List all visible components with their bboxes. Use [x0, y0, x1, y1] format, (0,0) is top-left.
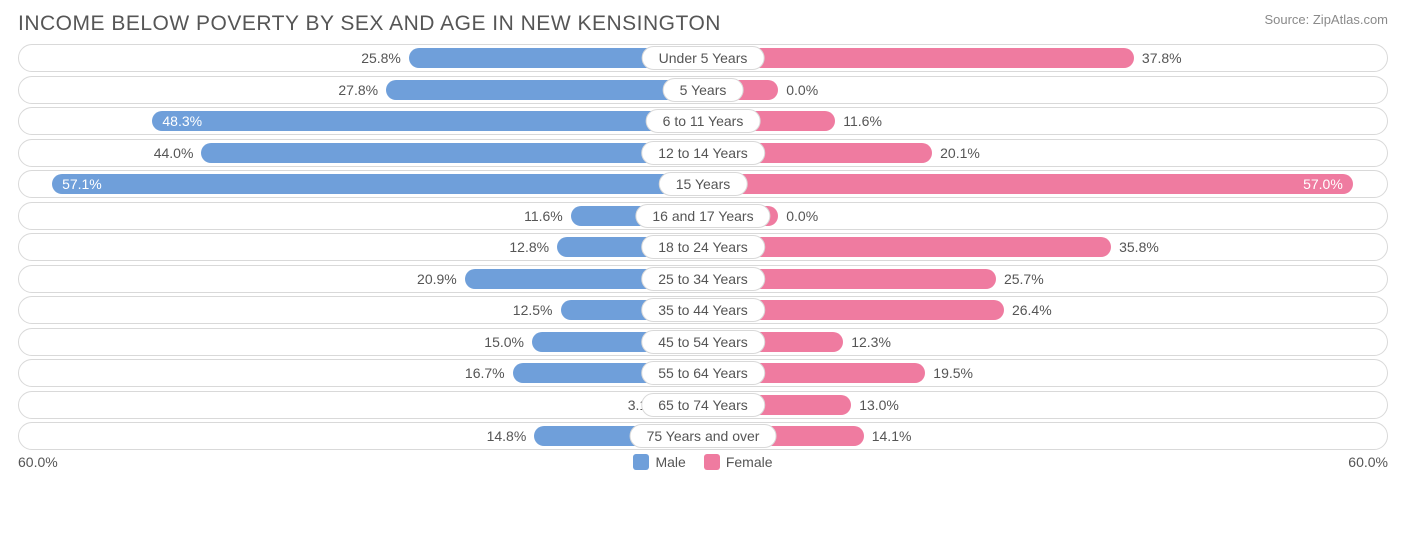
male-value-label: 25.8%	[361, 50, 401, 66]
age-label: 5 Years	[663, 78, 744, 102]
legend-label-male: Male	[655, 454, 685, 470]
female-value-label: 0.0%	[786, 82, 818, 98]
female-value-label: 37.8%	[1142, 50, 1182, 66]
age-label: 25 to 34 Years	[641, 267, 765, 291]
female-value-label: 14.1%	[872, 428, 912, 444]
female-bar: 57.0%	[703, 174, 1353, 194]
male-value-label: 27.8%	[338, 82, 378, 98]
chart-row: 14.8% 14.1% 75 Years and over	[18, 422, 1388, 450]
legend-swatch-male	[633, 454, 649, 470]
male-value-label: 16.7%	[465, 365, 505, 381]
chart-source: Source: ZipAtlas.com	[1264, 12, 1388, 27]
female-value-label: 19.5%	[933, 365, 973, 381]
legend-label-female: Female	[726, 454, 773, 470]
age-label: 16 and 17 Years	[635, 204, 770, 228]
male-bar: 48.3%	[152, 111, 703, 131]
male-value-label: 48.3%	[162, 113, 202, 129]
legend-swatch-female	[704, 454, 720, 470]
chart-rows: 25.8% 37.8% Under 5 Years 27.8% 0.0% 5 Years 4…	[18, 44, 1388, 450]
chart-axis: 60.0% Male Female 60.0%	[18, 454, 1388, 470]
female-value-label: 0.0%	[786, 208, 818, 224]
chart-row: 3.1%13.0%65 to 74 Years	[18, 391, 1388, 419]
male-value-label: 20.9%	[417, 271, 457, 287]
male-value-label: 14.8%	[487, 428, 527, 444]
female-value-label: 25.7%	[1004, 271, 1044, 287]
male-bar: 57.1%	[52, 174, 703, 194]
chart-row: 15.0% 12.3% 45 to 54 Years	[18, 328, 1388, 356]
chart-legend: Male Female	[633, 454, 772, 470]
chart-header: INCOME BELOW POVERTY BY SEX AND AGE IN N…	[18, 12, 1388, 36]
chart-row: 12.8% 35.8% 18 to 24 Years	[18, 233, 1388, 261]
female-value-label: 20.1%	[940, 145, 980, 161]
female-value-label: 11.6%	[843, 113, 882, 129]
age-label: 65 to 74 Years	[641, 393, 765, 417]
chart-row: 27.8% 0.0% 5 Years	[18, 76, 1388, 104]
age-label: 15 Years	[659, 172, 748, 196]
chart-row: 11.6% 0.0% 16 and 17 Years	[18, 202, 1388, 230]
age-label: 35 to 44 Years	[641, 298, 765, 322]
female-value-label: 13.0%	[859, 397, 899, 413]
axis-left-label: 60.0%	[18, 454, 58, 470]
legend-item-female: Female	[704, 454, 773, 470]
male-value-label: 44.0%	[154, 145, 194, 161]
chart-row: 57.1% 57.0% 15 Years	[18, 170, 1388, 198]
male-bar	[201, 143, 703, 163]
age-label: 6 to 11 Years	[646, 109, 761, 133]
female-value-label: 57.0%	[1303, 176, 1343, 192]
chart-row: 16.7% 19.5% 55 to 64 Years	[18, 359, 1388, 387]
female-value-label: 35.8%	[1119, 239, 1159, 255]
age-label: 18 to 24 Years	[641, 235, 765, 259]
age-label: 45 to 54 Years	[641, 330, 765, 354]
male-value-label: 12.8%	[509, 239, 549, 255]
female-bar	[703, 48, 1134, 68]
chart-row: 12.5% 26.4% 35 to 44 Years	[18, 296, 1388, 324]
age-label: 12 to 14 Years	[641, 141, 765, 165]
age-label: 55 to 64 Years	[641, 361, 765, 385]
age-label: 75 Years and over	[630, 424, 777, 448]
age-label: Under 5 Years	[642, 46, 765, 70]
chart-row: 48.3% 11.6% 6 to 11 Years	[18, 107, 1388, 135]
female-value-label: 12.3%	[851, 334, 891, 350]
legend-item-male: Male	[633, 454, 685, 470]
chart-container: INCOME BELOW POVERTY BY SEX AND AGE IN N…	[0, 0, 1406, 559]
male-value-label: 11.6%	[524, 208, 563, 224]
chart-row: 44.0% 20.1% 12 to 14 Years	[18, 139, 1388, 167]
axis-right-label: 60.0%	[1348, 454, 1388, 470]
chart-title: INCOME BELOW POVERTY BY SEX AND AGE IN N…	[18, 12, 721, 36]
chart-row: 20.9% 25.7% 25 to 34 Years	[18, 265, 1388, 293]
female-value-label: 26.4%	[1012, 302, 1052, 318]
male-value-label: 15.0%	[484, 334, 524, 350]
male-value-label: 12.5%	[513, 302, 553, 318]
chart-row: 25.8% 37.8% Under 5 Years	[18, 44, 1388, 72]
male-value-label: 57.1%	[62, 176, 102, 192]
male-bar	[386, 80, 703, 100]
